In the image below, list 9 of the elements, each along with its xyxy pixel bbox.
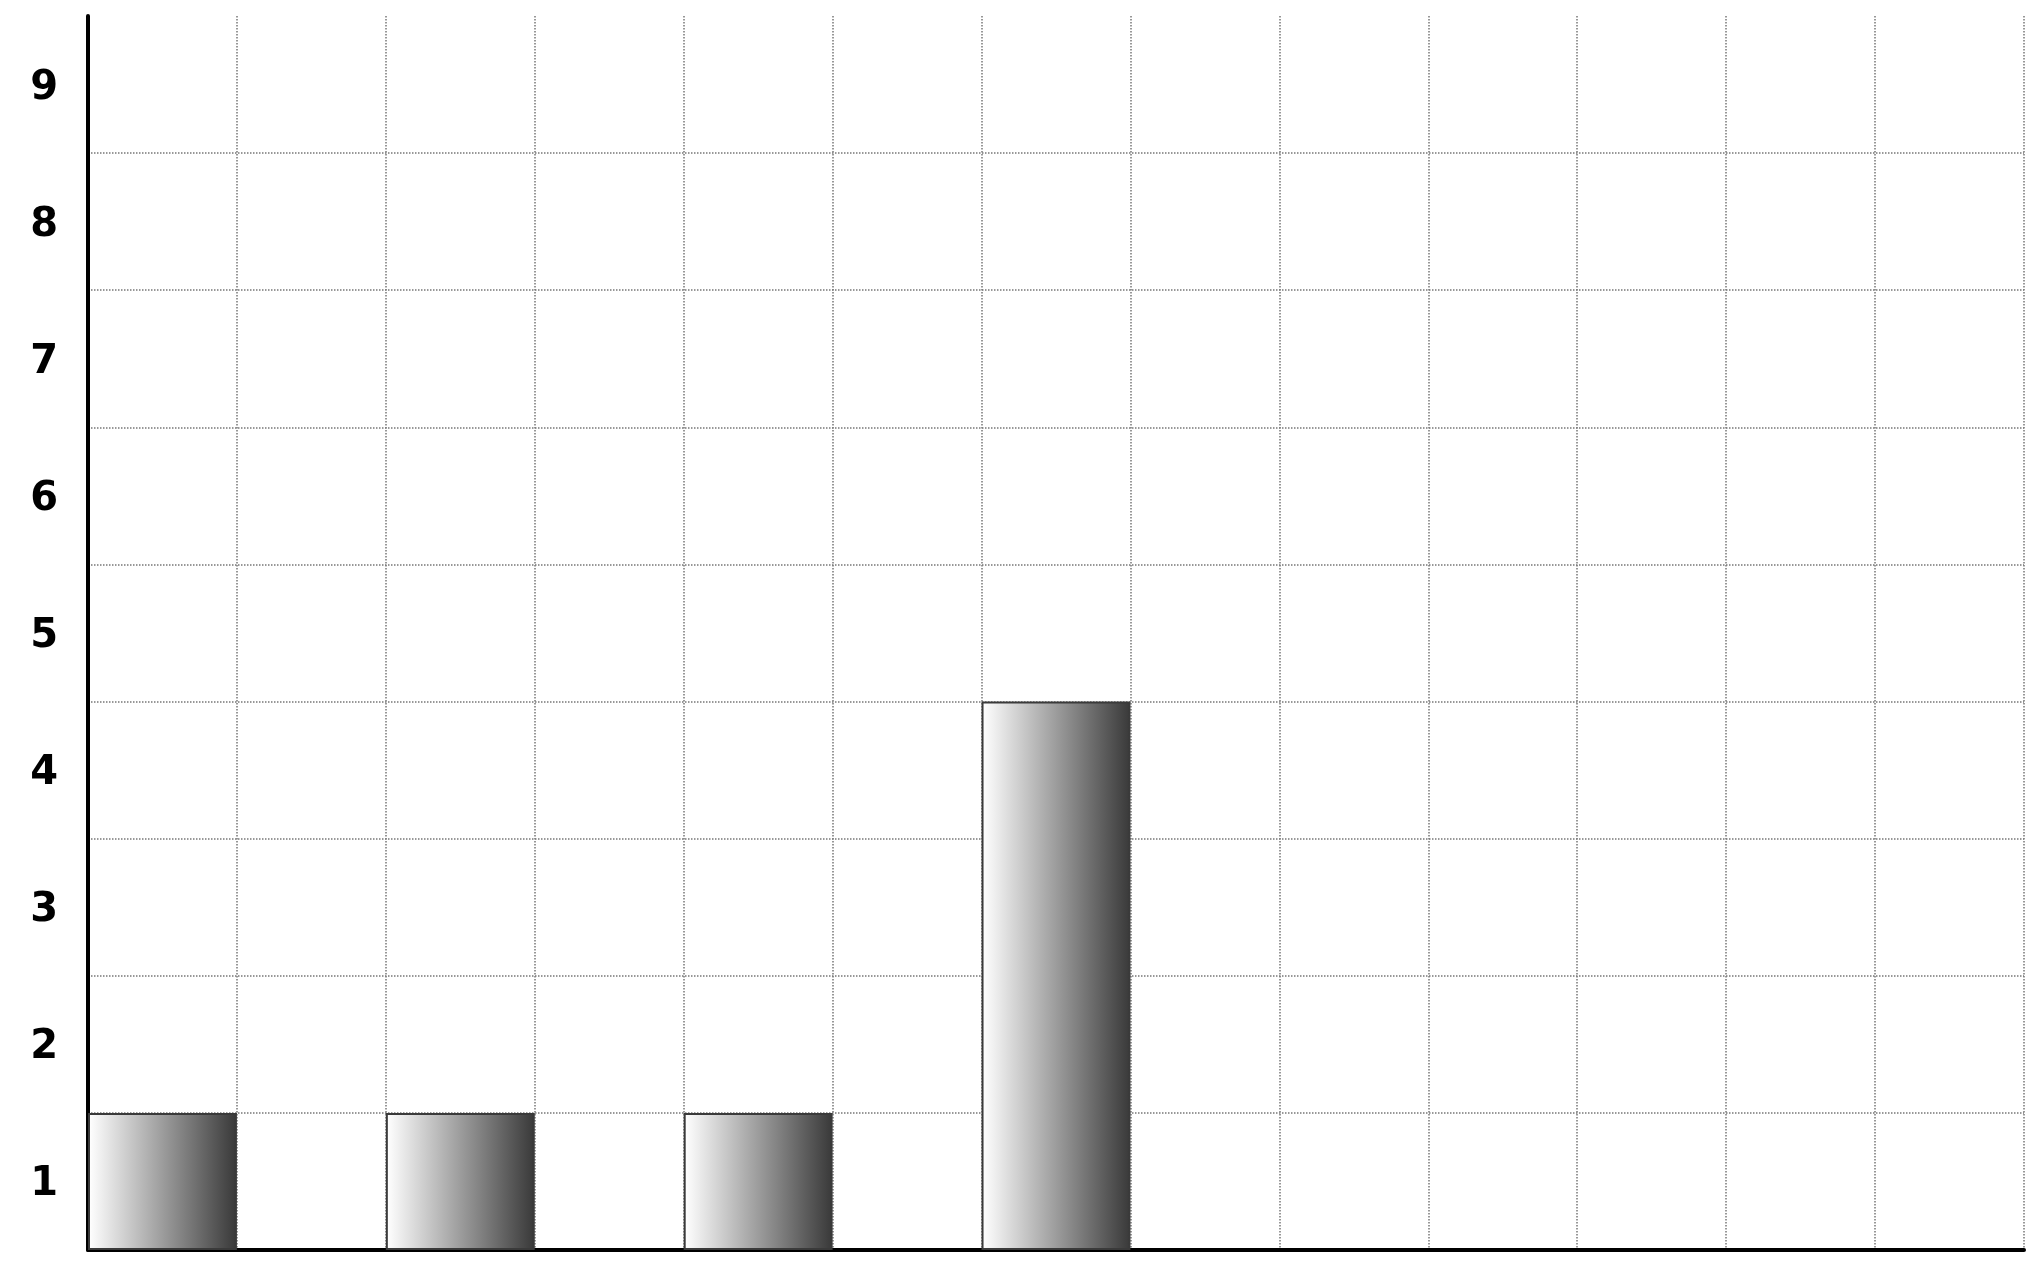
y-tick-label: 8 (30, 198, 58, 245)
y-tick-label: 1 (30, 1158, 58, 1205)
y-tick-label: 4 (30, 747, 58, 794)
y-tick-label: 9 (30, 61, 58, 108)
y-tick-label: 2 (30, 1021, 58, 1068)
y-tick-label: 6 (30, 472, 58, 519)
y-tick-label: 5 (30, 610, 58, 656)
y-tick-label: 7 (30, 335, 58, 382)
y-tick-label: 3 (30, 884, 58, 931)
